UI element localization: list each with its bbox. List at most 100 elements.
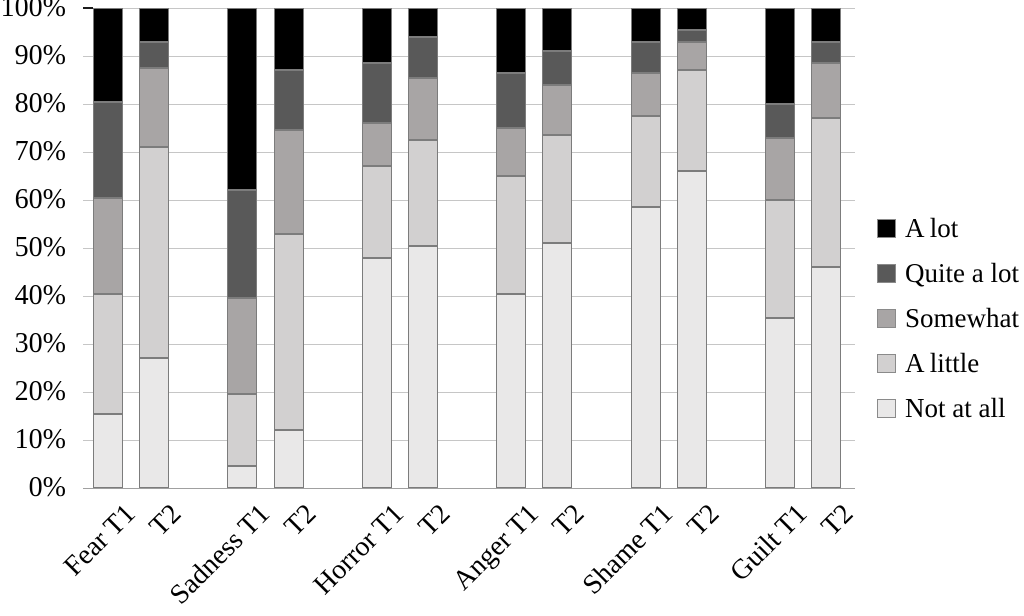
legend-item-a-lot: A lot bbox=[877, 206, 1019, 251]
segment-a-lot bbox=[542, 8, 572, 52]
segment-somewhat bbox=[677, 41, 707, 71]
bar-sadness-t1 bbox=[227, 8, 257, 488]
y-tick-label-70pct: 70% bbox=[14, 136, 66, 167]
bar-t2-g5 bbox=[811, 8, 841, 488]
x-tick-label-t2-g3: T2 bbox=[546, 498, 591, 543]
y-tick-label-30pct: 30% bbox=[14, 328, 66, 359]
segment-a-little bbox=[765, 200, 795, 318]
y-tick-label-100pct: 100% bbox=[0, 0, 66, 23]
bar-fear-t1 bbox=[93, 8, 123, 488]
segment-a-lot bbox=[765, 8, 795, 105]
segment-somewhat bbox=[408, 77, 438, 141]
gridline-40pct bbox=[83, 296, 855, 297]
segment-quite-a-lot bbox=[542, 51, 572, 85]
x-tick-label-t2-g1: T2 bbox=[277, 498, 322, 543]
segment-a-little bbox=[631, 116, 661, 208]
y-tick-label-20pct: 20% bbox=[14, 376, 66, 407]
segment-not-at-all bbox=[677, 171, 707, 488]
segment-somewhat bbox=[496, 128, 526, 177]
bar-t2-g0 bbox=[139, 8, 169, 488]
x-tick-label-shame-t1: Shame T1 bbox=[576, 498, 679, 601]
x-tick-label-t2-g2: T2 bbox=[412, 498, 457, 543]
segment-quite-a-lot bbox=[408, 36, 438, 78]
y-tick-label-80pct: 80% bbox=[14, 88, 66, 119]
segment-not-at-all bbox=[811, 267, 841, 488]
bar-t2-g3 bbox=[542, 8, 572, 488]
segment-a-lot bbox=[139, 8, 169, 42]
y-tick-label-90pct: 90% bbox=[14, 40, 66, 71]
gridline-70pct bbox=[83, 152, 855, 153]
segment-a-lot bbox=[631, 8, 661, 42]
segment-not-at-all bbox=[408, 245, 438, 488]
segment-not-at-all bbox=[765, 317, 795, 488]
segment-a-lot bbox=[677, 8, 707, 30]
segment-a-little bbox=[496, 176, 526, 294]
legend-label-not-at-all: Not at all bbox=[905, 393, 1006, 423]
x-tick-label-anger-t1: Anger T1 bbox=[446, 498, 545, 597]
legend-item-somewhat: Somewhat bbox=[877, 296, 1019, 341]
segment-quite-a-lot bbox=[631, 41, 661, 73]
bar-t2-g1 bbox=[274, 8, 304, 488]
legend-label-a-little: A little bbox=[905, 348, 980, 378]
bar-horror-t1 bbox=[362, 8, 392, 488]
segment-somewhat bbox=[274, 130, 304, 234]
legend-swatch-somewhat bbox=[877, 309, 896, 328]
y-tick-label-10pct: 10% bbox=[14, 424, 66, 455]
segment-quite-a-lot bbox=[362, 63, 392, 124]
segment-a-little bbox=[408, 140, 438, 246]
x-tick-label-fear-t1: Fear T1 bbox=[57, 498, 142, 582]
segment-a-little bbox=[362, 166, 392, 258]
segment-a-little bbox=[274, 233, 304, 431]
x-tick-label-t2-g4: T2 bbox=[681, 498, 726, 543]
gridline-90pct bbox=[83, 56, 855, 57]
gridline-50pct bbox=[83, 248, 855, 249]
y-tick-label-60pct: 60% bbox=[14, 184, 66, 215]
segment-not-at-all bbox=[631, 207, 661, 488]
segment-a-little bbox=[542, 135, 572, 244]
legend-item-quite-a-lot: Quite a lot bbox=[877, 251, 1019, 296]
segment-a-lot bbox=[408, 8, 438, 37]
y-tick-label-0pct: 0% bbox=[28, 472, 66, 503]
segment-a-little bbox=[811, 118, 841, 268]
y-tick-label-50pct: 50% bbox=[14, 232, 66, 263]
legend-item-a-little: A little bbox=[877, 341, 1019, 386]
bar-anger-t1 bbox=[496, 8, 526, 488]
segment-quite-a-lot bbox=[139, 41, 169, 69]
segment-not-at-all bbox=[139, 358, 169, 488]
segment-not-at-all bbox=[93, 413, 123, 488]
segment-a-lot bbox=[274, 8, 304, 71]
segment-not-at-all bbox=[274, 430, 304, 488]
segment-a-lot bbox=[227, 8, 257, 191]
segment-somewhat bbox=[139, 68, 169, 148]
gridline-30pct bbox=[83, 344, 855, 345]
legend-label-somewhat: Somewhat bbox=[905, 303, 1019, 333]
segment-a-little bbox=[93, 293, 123, 414]
gridline-100pct bbox=[83, 8, 855, 9]
bar-shame-t1 bbox=[631, 8, 661, 488]
segment-somewhat bbox=[811, 63, 841, 119]
segment-quite-a-lot bbox=[496, 72, 526, 129]
segment-somewhat bbox=[93, 197, 123, 294]
gridline-10pct bbox=[83, 440, 855, 441]
legend-label-quite-a-lot: Quite a lot bbox=[905, 258, 1019, 288]
legend-swatch-a-little bbox=[877, 354, 896, 373]
legend-item-not-at-all: Not at all bbox=[877, 386, 1019, 431]
legend-swatch-quite-a-lot bbox=[877, 264, 896, 283]
segment-not-at-all bbox=[496, 293, 526, 488]
legend-swatch-not-at-all bbox=[877, 399, 896, 418]
segment-quite-a-lot bbox=[811, 41, 841, 64]
segment-a-lot bbox=[362, 8, 392, 64]
gridline-80pct bbox=[83, 104, 855, 105]
bar-t2-g2 bbox=[408, 8, 438, 488]
segment-a-little bbox=[677, 70, 707, 172]
segment-a-little bbox=[139, 147, 169, 359]
legend-label-a-lot: A lot bbox=[905, 213, 959, 243]
segment-quite-a-lot bbox=[274, 70, 304, 131]
segment-a-lot bbox=[496, 8, 526, 73]
gridline-0pct bbox=[83, 488, 855, 489]
segment-somewhat bbox=[631, 72, 661, 117]
bar-guilt-t1 bbox=[765, 8, 795, 488]
segment-not-at-all bbox=[362, 257, 392, 488]
legend-swatch-a-lot bbox=[877, 219, 896, 238]
